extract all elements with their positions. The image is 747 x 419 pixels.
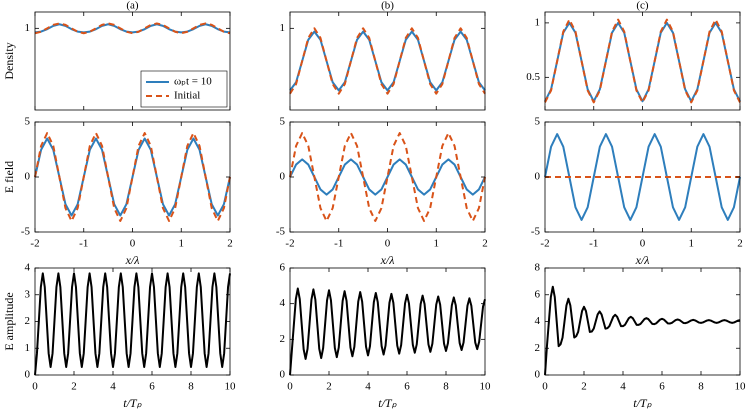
y-tick-label: 6 [280,262,286,274]
x-tick-label: 10 [225,381,237,393]
legend-box [140,70,228,108]
series-line [544,285,741,376]
y-tick-label: -5 [21,226,31,238]
y-tick-label: 8 [535,262,541,274]
x-tick-label: 6 [149,381,155,393]
x-tick-label: 4 [110,381,116,393]
series-line [34,272,231,376]
y-tick-label: 2 [535,342,541,354]
series-line [289,287,486,376]
y-tick-label: 3 [25,288,31,300]
x-tick-label: 1 [689,238,695,250]
x-tick-label: 10 [735,381,747,393]
y-tick-label: 1 [280,22,286,34]
x-tick-label: -1 [79,238,88,250]
y-axis-label: Density [2,42,16,79]
x-tick-label: 4 [620,381,626,393]
x-tick-label: 8 [443,381,449,393]
y-tick-label: 4 [280,297,286,309]
x-tick-label: 0 [32,381,38,393]
x-tick-label: 2 [71,381,77,393]
y-tick-label: 0 [535,369,541,381]
y-axis-label: E field [2,161,16,193]
x-tick-label: 2 [482,238,488,250]
x-tick-label: 8 [188,381,194,393]
x-tick-label: -2 [540,238,549,250]
x-tick-label: 1 [434,238,440,250]
y-tick-label: -5 [276,226,286,238]
panel-title: (a) [126,0,139,12]
x-axis-label: t/Tₚ [378,396,397,410]
y-tick-label: 1 [535,16,541,28]
y-tick-label: 0.5 [526,71,540,83]
y-tick-label: 2 [25,315,31,327]
axes-box [289,267,486,376]
x-tick-label: 6 [404,381,410,393]
y-tick-label: 1 [25,22,31,34]
series-line [544,18,741,104]
y-tick-label: -5 [531,226,541,238]
panel-title: (b) [381,0,394,12]
y-axis-label: E amplitude [2,292,16,350]
x-axis-label: x/λ [380,253,395,267]
panel-title: (c) [636,0,649,12]
x-tick-label: -2 [285,238,294,250]
y-tick-label: 0 [280,369,286,381]
x-tick-label: 4 [365,381,371,393]
series-line [34,22,231,35]
y-tick-label: 1 [25,342,31,354]
series-line [34,137,231,217]
legend-label: ωₚt = 10 [174,76,212,88]
y-tick-label: 5 [535,116,541,128]
x-tick-label: 2 [737,238,743,250]
series-line [544,133,741,221]
y-tick-label: 4 [25,262,31,274]
series-line [289,158,486,196]
plot-area [290,12,485,110]
x-tick-label: 0 [130,238,136,250]
x-tick-label: 0 [287,381,293,393]
x-axis-label: t/Tₚ [123,396,142,410]
y-tick-label: 0 [25,171,31,183]
x-tick-label: -1 [589,238,598,250]
x-axis-label: t/Tₚ [633,396,652,410]
y-tick-label: 6 [535,288,541,300]
x-tick-label: 2 [581,381,587,393]
x-axis-label: x/λ [125,253,140,267]
y-tick-label: 5 [280,116,286,128]
y-tick-label: 5 [25,116,31,128]
y-tick-label: 4 [535,315,541,327]
plot-area [545,12,740,110]
x-tick-label: 2 [326,381,332,393]
x-tick-label: 2 [227,238,233,250]
x-tick-label: 0 [542,381,548,393]
series-line [289,27,486,95]
x-tick-label: 0 [640,238,646,250]
legend-label: Initial [174,90,200,102]
x-tick-label: -2 [30,238,39,250]
x-tick-label: -1 [334,238,343,250]
x-tick-label: 0 [385,238,391,250]
y-tick-label: 2 [280,333,286,345]
y-tick-label: 0 [25,369,31,381]
x-tick-label: 1 [179,238,185,250]
y-tick-label: 0 [280,171,286,183]
y-tick-label: 0 [535,171,541,183]
x-tick-label: 10 [480,381,492,393]
x-tick-label: 6 [659,381,665,393]
x-tick-label: 8 [698,381,704,393]
x-axis-label: x/λ [635,253,650,267]
